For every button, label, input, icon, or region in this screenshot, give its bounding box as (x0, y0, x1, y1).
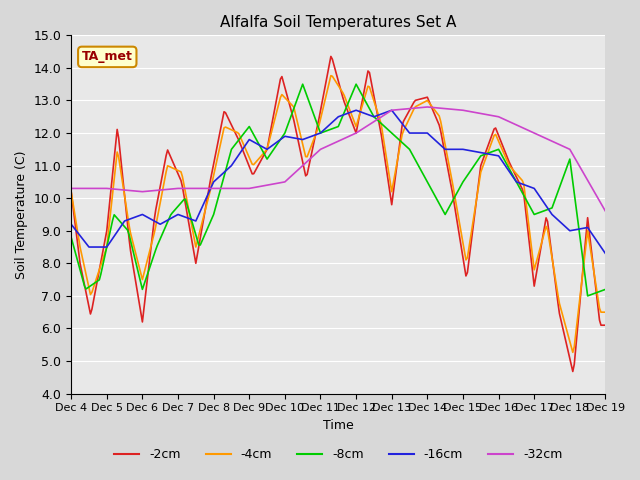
-16cm (602, 251, 609, 256)
-8cm (403, 144, 410, 149)
-2cm (403, 113, 410, 119)
-16cm (82, 240, 90, 246)
-4cm (373, 108, 381, 113)
-2cm (67, 189, 75, 194)
-16cm (373, 113, 381, 119)
Line: -4cm: -4cm (71, 76, 605, 352)
-16cm (352, 108, 360, 113)
-4cm (391, 172, 399, 178)
Legend: -2cm, -4cm, -8cm, -16cm, -32cm: -2cm, -4cm, -8cm, -16cm, -32cm (109, 443, 568, 466)
-8cm (391, 133, 399, 139)
-4cm (538, 240, 545, 246)
-2cm (82, 289, 90, 295)
-32cm (82, 186, 90, 192)
-8cm (299, 81, 307, 87)
-32cm (372, 118, 380, 123)
-4cm (602, 309, 609, 315)
-32cm (602, 208, 609, 214)
-8cm (67, 234, 75, 240)
Line: -32cm: -32cm (71, 107, 605, 211)
-8cm (538, 209, 545, 215)
-16cm (538, 196, 545, 202)
-32cm (424, 104, 431, 110)
-4cm (327, 73, 335, 79)
X-axis label: Time: Time (323, 419, 354, 432)
-4cm (403, 121, 410, 127)
-4cm (167, 164, 175, 170)
-2cm (327, 54, 335, 60)
-32cm (389, 107, 397, 113)
Line: -2cm: -2cm (71, 57, 605, 372)
-16cm (167, 216, 175, 221)
-8cm (82, 286, 90, 292)
-4cm (569, 349, 577, 355)
Text: TA_met: TA_met (82, 50, 132, 63)
-32cm (401, 106, 409, 112)
-16cm (67, 221, 75, 227)
-4cm (82, 271, 90, 277)
Line: -16cm: -16cm (71, 110, 605, 253)
-32cm (67, 186, 75, 192)
-32cm (538, 133, 545, 139)
-2cm (602, 323, 609, 328)
Line: -8cm: -8cm (71, 84, 605, 296)
-2cm (373, 108, 381, 114)
-8cm (602, 287, 609, 292)
-8cm (373, 117, 381, 122)
-2cm (538, 240, 545, 246)
-2cm (167, 154, 175, 160)
-2cm (569, 369, 577, 374)
-16cm (391, 111, 399, 117)
Title: Alfalfa Soil Temperatures Set A: Alfalfa Soil Temperatures Set A (220, 15, 456, 30)
-8cm (584, 293, 591, 299)
-4cm (67, 189, 75, 194)
-16cm (403, 126, 410, 132)
-32cm (167, 186, 175, 192)
-2cm (391, 179, 399, 185)
-8cm (167, 212, 175, 218)
Y-axis label: Soil Temperature (C): Soil Temperature (C) (15, 150, 28, 279)
